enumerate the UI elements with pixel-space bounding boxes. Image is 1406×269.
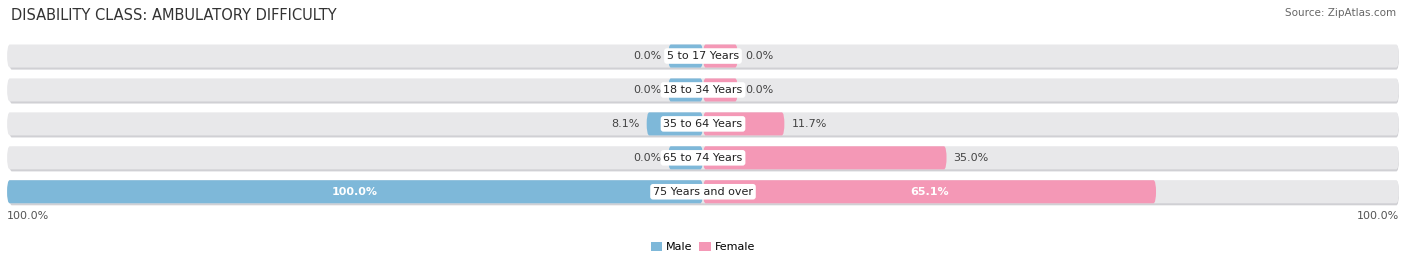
Text: 100.0%: 100.0% [7,211,49,221]
FancyBboxPatch shape [8,79,1399,104]
FancyBboxPatch shape [7,146,1399,169]
Text: 35.0%: 35.0% [953,153,988,163]
Text: 0.0%: 0.0% [633,85,661,95]
FancyBboxPatch shape [8,147,1399,171]
FancyBboxPatch shape [703,180,1156,203]
FancyBboxPatch shape [7,180,703,203]
FancyBboxPatch shape [668,146,703,169]
Text: Source: ZipAtlas.com: Source: ZipAtlas.com [1285,8,1396,18]
Text: 0.0%: 0.0% [633,153,661,163]
Text: 0.0%: 0.0% [745,85,773,95]
FancyBboxPatch shape [8,45,1399,70]
Text: 0.0%: 0.0% [745,51,773,61]
Legend: Male, Female: Male, Female [647,237,759,256]
FancyBboxPatch shape [7,112,1399,135]
FancyBboxPatch shape [647,112,703,135]
Text: 18 to 34 Years: 18 to 34 Years [664,85,742,95]
Text: 75 Years and over: 75 Years and over [652,187,754,197]
FancyBboxPatch shape [7,44,1399,68]
Text: DISABILITY CLASS: AMBULATORY DIFFICULTY: DISABILITY CLASS: AMBULATORY DIFFICULTY [11,8,337,23]
FancyBboxPatch shape [703,79,738,101]
FancyBboxPatch shape [7,180,1399,203]
FancyBboxPatch shape [7,79,1399,101]
Text: 8.1%: 8.1% [612,119,640,129]
FancyBboxPatch shape [8,181,1399,205]
FancyBboxPatch shape [703,146,946,169]
Text: 100.0%: 100.0% [332,187,378,197]
FancyBboxPatch shape [8,113,1399,137]
Text: 65.1%: 65.1% [910,187,949,197]
FancyBboxPatch shape [668,44,703,68]
Text: 0.0%: 0.0% [633,51,661,61]
Text: 5 to 17 Years: 5 to 17 Years [666,51,740,61]
Text: 35 to 64 Years: 35 to 64 Years [664,119,742,129]
Text: 11.7%: 11.7% [792,119,827,129]
Text: 100.0%: 100.0% [1357,211,1399,221]
FancyBboxPatch shape [703,44,738,68]
FancyBboxPatch shape [668,79,703,101]
Text: 65 to 74 Years: 65 to 74 Years [664,153,742,163]
FancyBboxPatch shape [703,112,785,135]
